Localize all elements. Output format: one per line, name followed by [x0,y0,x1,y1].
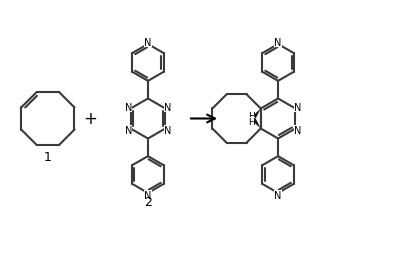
Text: N: N [124,103,132,113]
Text: 2: 2 [144,196,152,209]
Text: 1: 1 [44,150,52,163]
Text: N: N [164,103,171,113]
Text: +: + [83,110,97,128]
Text: N: N [124,125,132,135]
Text: N: N [274,190,282,200]
Text: H: H [248,112,255,121]
Polygon shape [252,109,261,119]
Polygon shape [252,119,261,129]
Text: H: H [248,117,255,126]
Text: N: N [144,38,152,48]
Text: N: N [294,103,301,113]
Text: N: N [164,125,171,135]
Text: N: N [294,125,301,135]
Text: N: N [274,38,282,48]
Text: N: N [144,190,152,200]
